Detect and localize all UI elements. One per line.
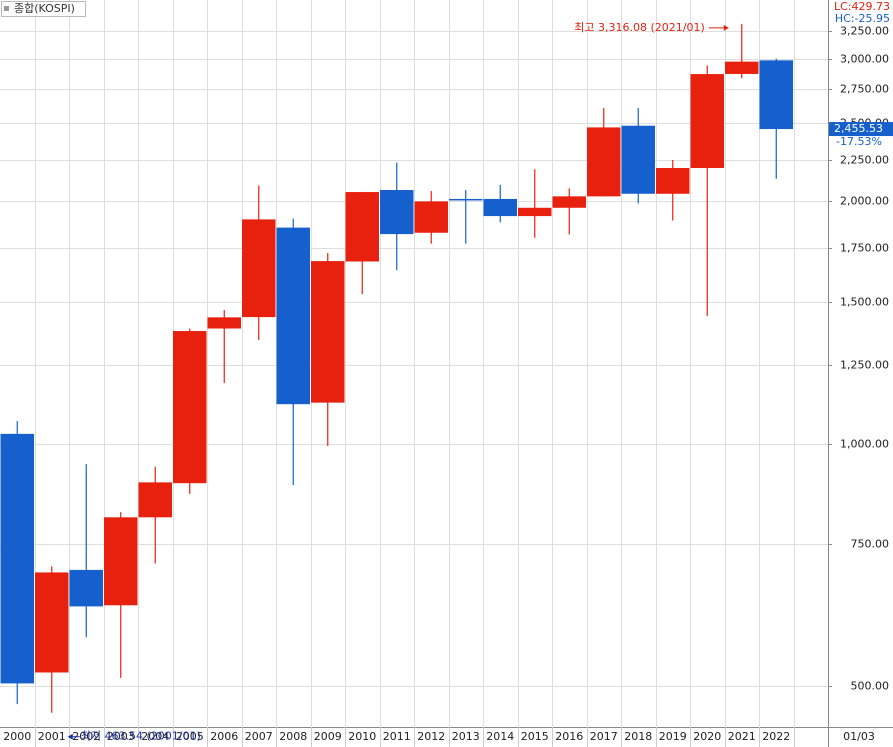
change-label: -17.53% [836,135,882,148]
candle-body [656,167,690,194]
candle-body [587,127,621,197]
x-tick-label: 2001 [38,730,66,743]
y-tick-label: 3,000.00 [840,53,889,66]
grid [0,0,828,727]
y-tick-label: 2,000.00 [840,195,889,208]
x-tick-label: 2000 [3,730,31,743]
candle-body [483,198,517,217]
candle-body [725,61,759,74]
x-tick-label: 2005 [176,730,204,743]
y-tick-label: 2,750.00 [840,83,889,96]
y-tick-label: 2,250.00 [840,154,889,167]
x-tick-label: 2008 [279,730,307,743]
y-tick-label: 1,250.00 [840,359,889,372]
low-annotation: 최저 463.54 (2001/01) [81,730,201,743]
x-tick-label: 2003 [107,730,135,743]
y-tick-label: 1,750.00 [840,242,889,255]
candle-body [690,74,724,168]
x-tick-label: 2015 [521,730,549,743]
x-tick-label: 2014 [486,730,514,743]
chart-title: 종합(KOSPI) [14,2,75,15]
candle-body [35,572,69,673]
x-tick-label: 2010 [348,730,376,743]
date-label: 01/03 [843,730,875,743]
candle-body [207,317,241,329]
title-box [1,1,86,17]
x-tick-label: 2012 [417,730,445,743]
x-tick-label: 2011 [383,730,411,743]
x-tick-label: 2016 [555,730,583,743]
candle-body [276,227,310,405]
lc-label: LC:429.73 [834,0,890,13]
y-tick-label: 1,500.00 [840,296,889,309]
candle-body [242,219,276,318]
candle-body [69,569,103,607]
x-tick-label: 2013 [452,730,480,743]
y-tick-label: 3,250.00 [840,25,889,38]
price-badge-label: 2,455.53 [834,122,883,135]
candle-body [345,192,379,262]
x-tick-label: 2019 [659,730,687,743]
y-tick-label: 1,000.00 [840,438,889,451]
x-tick-label: 2021 [728,730,756,743]
low-arrow-head [67,733,73,740]
x-tick-label: 2006 [210,730,238,743]
candle-body [552,196,586,208]
candles [0,23,793,713]
candle-body [138,482,172,518]
candle-body [311,261,345,403]
high-arrow-head [723,24,729,31]
hc-label: HC:-25.95 [835,12,890,25]
x-tick-label: 2002 [72,730,100,743]
candle-body [0,433,34,684]
candle-body [518,207,552,217]
x-tick-label: 2020 [693,730,721,743]
x-tick-label: 2022 [762,730,790,743]
x-tick-label: 2018 [624,730,652,743]
x-tick-label: 2009 [314,730,342,743]
candle-body [380,190,414,235]
candle-body [449,198,483,201]
candle-body [759,60,793,130]
candle-body [414,201,448,233]
y-tick-label: 500.00 [851,680,890,693]
title-icon [4,6,9,11]
x-tick-label: 2007 [245,730,273,743]
candle-body [104,517,138,606]
candle-body [173,331,207,484]
high-annotation: 최고 3,316.08 (2021/01) [574,21,705,34]
x-tick-label: 2017 [590,730,618,743]
y-tick-label: 750.00 [851,538,890,551]
price-badge [829,122,893,137]
x-tick-label: 2004 [141,730,169,743]
candle-body [621,125,655,194]
